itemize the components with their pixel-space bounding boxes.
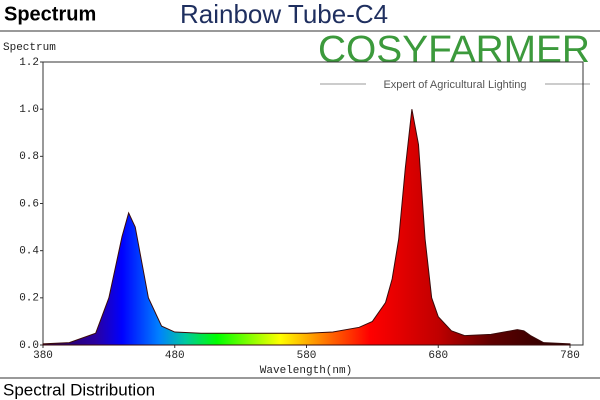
y-tick-label: 0.0 xyxy=(19,340,39,352)
y-tick-label: 0.6 xyxy=(19,198,39,210)
y-tick-label: 0.2 xyxy=(19,293,39,305)
logo-tagline: Expert of Agricultural Lighting xyxy=(383,79,526,91)
logo-name: COSYFARMER xyxy=(318,29,590,71)
y-tick-label: 0.4 xyxy=(19,246,39,258)
y-axis-label: Spectrum xyxy=(3,42,56,54)
x-tick-label: 780 xyxy=(560,350,580,362)
x-tick-label: 480 xyxy=(165,350,185,362)
header-label: Spectrum xyxy=(4,3,96,25)
x-tick-label: 680 xyxy=(428,350,448,362)
x-tick-label: 380 xyxy=(33,350,53,362)
header-title: Rainbow Tube-C4 xyxy=(180,0,388,29)
y-tick-label: 1.2 xyxy=(19,57,39,69)
x-axis-label: Wavelength(nm) xyxy=(260,365,352,377)
y-tick-label: 1.0 xyxy=(19,104,39,116)
footer: Spectral Distribution xyxy=(3,380,155,399)
y-tick-label: 0.8 xyxy=(19,151,39,163)
spectrum-area xyxy=(42,109,571,346)
x-tick-label: 580 xyxy=(297,350,317,362)
